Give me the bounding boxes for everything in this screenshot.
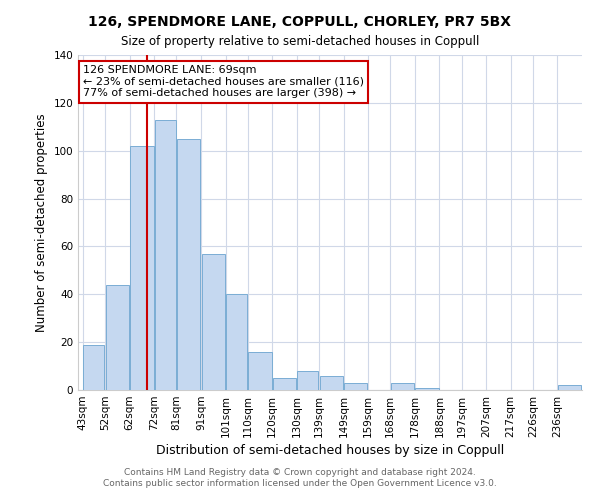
Bar	[298, 371, 319, 390]
Bar	[130, 146, 154, 390]
X-axis label: Distribution of semi-detached houses by size in Coppull: Distribution of semi-detached houses by …	[156, 444, 504, 457]
Bar	[248, 352, 272, 390]
Text: 126 SPENDMORE LANE: 69sqm
← 23% of semi-detached houses are smaller (116)
77% of: 126 SPENDMORE LANE: 69sqm ← 23% of semi-…	[83, 65, 364, 98]
Text: Contains HM Land Registry data © Crown copyright and database right 2024.
Contai: Contains HM Land Registry data © Crown c…	[103, 468, 497, 487]
Bar	[177, 138, 200, 390]
Bar	[226, 294, 247, 390]
Bar	[344, 383, 367, 390]
Bar	[391, 383, 414, 390]
Bar	[273, 378, 296, 390]
Bar	[558, 385, 581, 390]
Y-axis label: Number of semi-detached properties: Number of semi-detached properties	[35, 113, 48, 332]
Text: Size of property relative to semi-detached houses in Coppull: Size of property relative to semi-detach…	[121, 35, 479, 48]
Text: 126, SPENDMORE LANE, COPPULL, CHORLEY, PR7 5BX: 126, SPENDMORE LANE, COPPULL, CHORLEY, P…	[89, 15, 511, 29]
Bar	[106, 284, 129, 390]
Bar	[83, 344, 104, 390]
Bar	[202, 254, 225, 390]
Bar	[155, 120, 176, 390]
Bar	[415, 388, 439, 390]
Bar	[320, 376, 343, 390]
